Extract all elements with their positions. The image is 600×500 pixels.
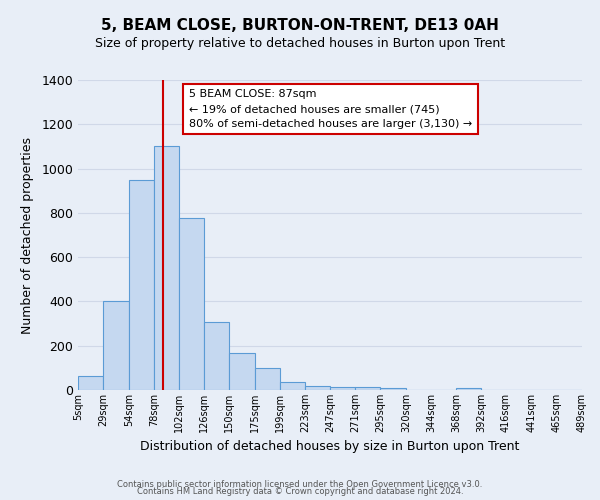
Bar [355, 386, 380, 390]
Y-axis label: Number of detached properties: Number of detached properties [22, 136, 34, 334]
Text: 5 BEAM CLOSE: 87sqm
← 19% of detached houses are smaller (745)
80% of semi-detac: 5 BEAM CLOSE: 87sqm ← 19% of detached ho… [189, 90, 472, 129]
Bar [229, 354, 255, 390]
Bar [179, 218, 204, 390]
Bar [204, 322, 229, 390]
Bar [305, 386, 330, 390]
X-axis label: Distribution of detached houses by size in Burton upon Trent: Distribution of detached houses by size … [140, 440, 520, 454]
Text: Size of property relative to detached houses in Burton upon Trent: Size of property relative to detached ho… [95, 38, 505, 51]
Text: Contains HM Land Registry data © Crown copyright and database right 2024.: Contains HM Land Registry data © Crown c… [137, 487, 463, 496]
Bar [103, 302, 129, 390]
Bar [129, 180, 154, 390]
Bar [255, 368, 280, 390]
Bar [154, 146, 179, 390]
Bar [280, 382, 305, 390]
Bar [330, 386, 355, 390]
Bar [78, 376, 103, 390]
Bar [456, 388, 481, 390]
Bar [380, 388, 406, 390]
Text: 5, BEAM CLOSE, BURTON-ON-TRENT, DE13 0AH: 5, BEAM CLOSE, BURTON-ON-TRENT, DE13 0AH [101, 18, 499, 32]
Text: Contains public sector information licensed under the Open Government Licence v3: Contains public sector information licen… [118, 480, 482, 489]
